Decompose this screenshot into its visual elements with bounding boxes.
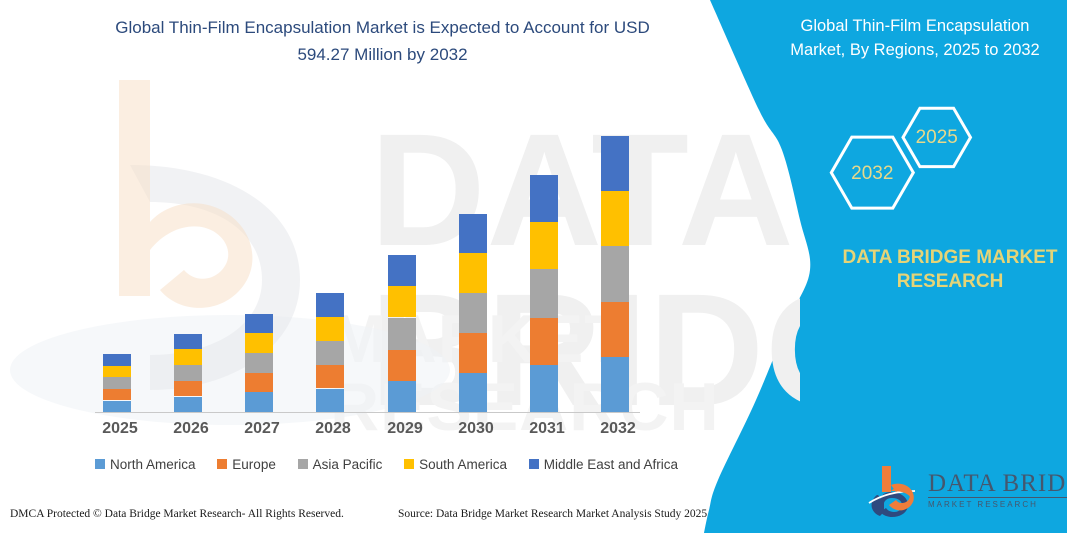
svg-text:2025: 2025: [916, 127, 958, 148]
svg-text:2032: 2032: [851, 163, 893, 184]
